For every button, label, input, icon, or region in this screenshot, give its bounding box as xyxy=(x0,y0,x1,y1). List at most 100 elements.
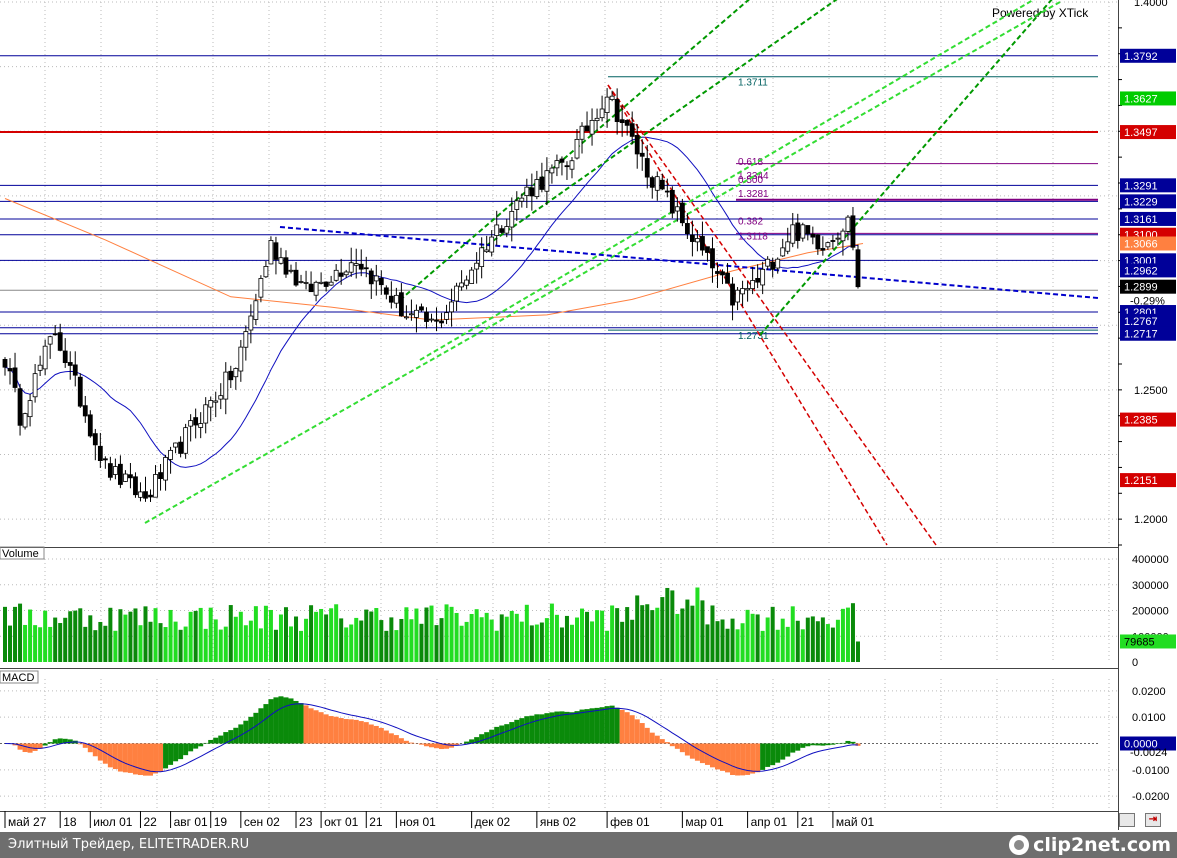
candle-body xyxy=(740,288,745,295)
volume-tick-label: 0 xyxy=(1132,657,1138,669)
volume-bar xyxy=(58,623,63,662)
x-tick-label: окт 01 xyxy=(324,815,359,829)
trend-line-green xyxy=(419,0,1035,361)
candle-body xyxy=(2,359,8,368)
candle-body xyxy=(609,95,615,100)
volume-bar xyxy=(680,608,685,662)
volume-bar xyxy=(424,607,429,662)
macd-bar xyxy=(559,711,565,744)
candle-body xyxy=(248,315,254,331)
price-badge-text: 1.2717 xyxy=(1124,329,1158,341)
candle-body xyxy=(589,119,595,135)
price-badge xyxy=(1120,279,1176,294)
macd-bar xyxy=(293,700,299,744)
macd-bar xyxy=(82,743,88,748)
macd-bar xyxy=(509,722,515,744)
trading-chart[interactable]: Powered by XTick1.37111.27310.6181.33440… xyxy=(0,0,1177,832)
volume-bar xyxy=(534,624,539,662)
macd-bar xyxy=(614,707,620,744)
price-badge-text: 1.2899 xyxy=(1124,282,1158,294)
volume-bar xyxy=(208,607,213,662)
candle-body xyxy=(700,236,705,251)
macd-bar xyxy=(258,708,264,744)
volume-bar xyxy=(133,608,138,662)
candle-body xyxy=(679,202,685,224)
candle-body xyxy=(358,263,364,270)
candle-body xyxy=(328,281,334,286)
macd-bar xyxy=(183,743,189,756)
volume-bar xyxy=(795,620,800,662)
macd-bar xyxy=(654,735,660,744)
macd-bar xyxy=(233,727,239,744)
candle-body xyxy=(674,206,680,212)
volume-bar xyxy=(153,608,158,662)
price-badge-text: 1.3161 xyxy=(1124,214,1158,226)
candle-body xyxy=(639,152,645,157)
candle-body xyxy=(419,306,424,311)
macd-bar xyxy=(649,732,655,744)
volume-bar xyxy=(434,625,439,662)
price-badge-text: 1.3066 xyxy=(1124,239,1158,251)
macd-bar xyxy=(132,743,138,775)
macd-bar xyxy=(714,743,720,770)
candle-body xyxy=(7,368,13,372)
volume-bar xyxy=(344,627,349,662)
status-bar: Элитный Трейдер, ELITETRADER.RU clip2net… xyxy=(0,832,1177,858)
volume-bar xyxy=(384,630,389,662)
volume-bar xyxy=(158,623,163,662)
price-tick-label: 1.4000 xyxy=(1134,0,1168,9)
volume-bar xyxy=(198,607,203,662)
candle-body xyxy=(725,272,730,284)
clip2net-logo: clip2net.com xyxy=(1009,834,1171,856)
macd-bar xyxy=(664,742,670,744)
candle-body xyxy=(318,281,324,284)
candle-body xyxy=(77,376,83,407)
price-badge-text: 1.2962 xyxy=(1124,265,1158,277)
candle-body xyxy=(363,267,369,270)
volume-bar xyxy=(18,603,23,662)
x-tick-label: май 27 xyxy=(8,815,47,829)
volume-bar xyxy=(33,625,38,662)
macd-bar xyxy=(750,743,756,774)
volume-bar xyxy=(283,607,288,662)
close-button[interactable]: ⇥ xyxy=(1145,813,1161,827)
candle-body xyxy=(855,249,861,288)
volume-bar xyxy=(524,604,529,662)
scroll-button[interactable] xyxy=(1119,813,1135,827)
candle-body xyxy=(128,474,133,479)
candle-body xyxy=(293,269,299,286)
volume-bar xyxy=(173,621,178,662)
volume-badge xyxy=(1120,634,1176,649)
price-badge xyxy=(1120,412,1176,427)
candle-body xyxy=(750,280,756,289)
volume-bar xyxy=(650,610,655,662)
candle-body xyxy=(710,248,715,269)
clip2net-logo-icon xyxy=(1009,835,1030,855)
volume-bar xyxy=(675,613,680,662)
volume-badge-text: 79685 xyxy=(1124,636,1155,648)
candle-body xyxy=(569,160,575,170)
macd-bar xyxy=(584,709,590,744)
volume-bar xyxy=(660,597,665,662)
candle-body xyxy=(92,433,98,446)
candle-body xyxy=(800,224,806,239)
price-panel xyxy=(0,0,1118,548)
x-tick-label: янв 02 xyxy=(540,815,577,829)
volume-bar xyxy=(459,625,464,662)
volume-bar xyxy=(695,587,700,662)
candle-body xyxy=(840,230,846,242)
macd-bar xyxy=(740,743,746,776)
volume-bar xyxy=(98,621,103,662)
macd-bar xyxy=(52,739,58,744)
macd-bar xyxy=(564,711,570,744)
volume-bar xyxy=(780,618,785,662)
fib-ratio-label: 0.382 xyxy=(738,216,763,227)
volume-bar xyxy=(770,606,775,662)
volume-bar xyxy=(399,618,404,662)
candle-body xyxy=(669,189,675,214)
candle-body xyxy=(313,281,319,296)
volume-bar xyxy=(665,587,670,662)
candle-body xyxy=(158,472,163,480)
volume-bar xyxy=(760,630,765,662)
macd-bar xyxy=(423,743,429,747)
